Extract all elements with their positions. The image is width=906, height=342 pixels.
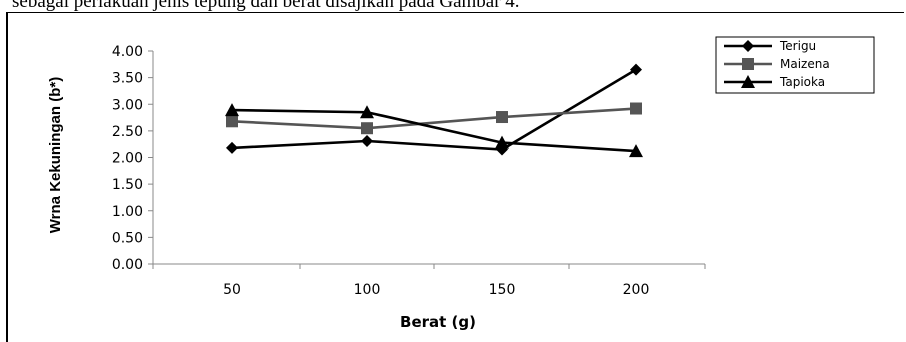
- x-axis-label: Berat (g): [400, 313, 476, 331]
- series-line-terigu: [231, 68, 637, 151]
- x-tick-label: 150: [489, 282, 516, 298]
- series-tapioka: [225, 103, 643, 158]
- legend-label-tapioka: Tapioka: [779, 75, 825, 89]
- y-tick-label: 0.00: [112, 257, 143, 273]
- y-tick-label: 3.00: [112, 97, 143, 113]
- x-tick-label: 50: [223, 282, 241, 298]
- data-point-tapioka: [225, 103, 239, 117]
- x-tick-label: 200: [623, 282, 650, 298]
- data-point-terigu: [630, 63, 642, 76]
- legend-marker-maizena: [742, 58, 754, 70]
- chart-series: [225, 63, 643, 158]
- x-tick-label: 100: [354, 282, 381, 298]
- series-line-maizena: [231, 107, 637, 130]
- data-point-terigu: [361, 134, 373, 147]
- figure-frame-top: [6, 12, 904, 13]
- legend: Terigu Maizena Tapioka: [715, 36, 875, 94]
- data-point-tapioka: [495, 135, 509, 149]
- data-point-maizena: [226, 115, 238, 128]
- legend-label-maizena: Maizena: [780, 57, 830, 71]
- legend-marker-tapioka: [741, 75, 755, 88]
- y-tick-label: 3.50: [112, 71, 143, 87]
- data-point-maizena: [361, 122, 373, 135]
- legend-label-terigu: Terigu: [779, 39, 816, 53]
- y-tick-label: 0.50: [112, 230, 143, 246]
- series-line-tapioka: [231, 108, 637, 153]
- chart-axes: [152, 51, 705, 265]
- y-tick-label: 1.00: [112, 204, 143, 220]
- series-terigu: [226, 63, 642, 156]
- y-tick-label: 2.50: [112, 124, 143, 140]
- data-point-maizena: [630, 102, 642, 115]
- series-maizena: [226, 102, 642, 135]
- data-point-terigu: [226, 141, 238, 154]
- y-tick-label: 2.00: [112, 151, 143, 167]
- y-axis-ticks: 0.00 0.50 1.00 1.50 2.00 2.50 3.00 3.50 4.00: [112, 44, 153, 273]
- data-point-tapioka: [629, 144, 643, 158]
- legend-marker-terigu: [742, 40, 754, 52]
- y-axis-label: Wrna Kekuningan (b*): [47, 77, 64, 233]
- caption-text: sebagai perlakuan jenis tepung dan berat…: [12, 0, 520, 12]
- y-tick-label: 1.50: [112, 177, 143, 193]
- data-point-tapioka: [360, 105, 374, 119]
- y-tick-label: 4.00: [112, 44, 143, 60]
- figure-frame-left: [6, 12, 8, 342]
- data-point-maizena: [496, 111, 508, 124]
- x-axis-ticks: 50 100 150 200: [152, 264, 706, 298]
